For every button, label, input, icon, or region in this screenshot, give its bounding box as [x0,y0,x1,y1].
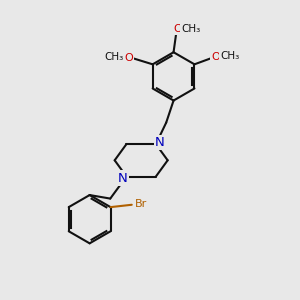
Text: N: N [155,136,165,149]
Text: O: O [211,52,220,62]
Text: CH₃: CH₃ [220,51,239,61]
Text: Br: Br [134,199,147,209]
Text: N: N [117,172,127,185]
Text: CH₃: CH₃ [104,52,124,62]
Text: CH₃: CH₃ [181,24,200,34]
Text: O: O [124,53,133,63]
Text: O: O [174,24,182,34]
